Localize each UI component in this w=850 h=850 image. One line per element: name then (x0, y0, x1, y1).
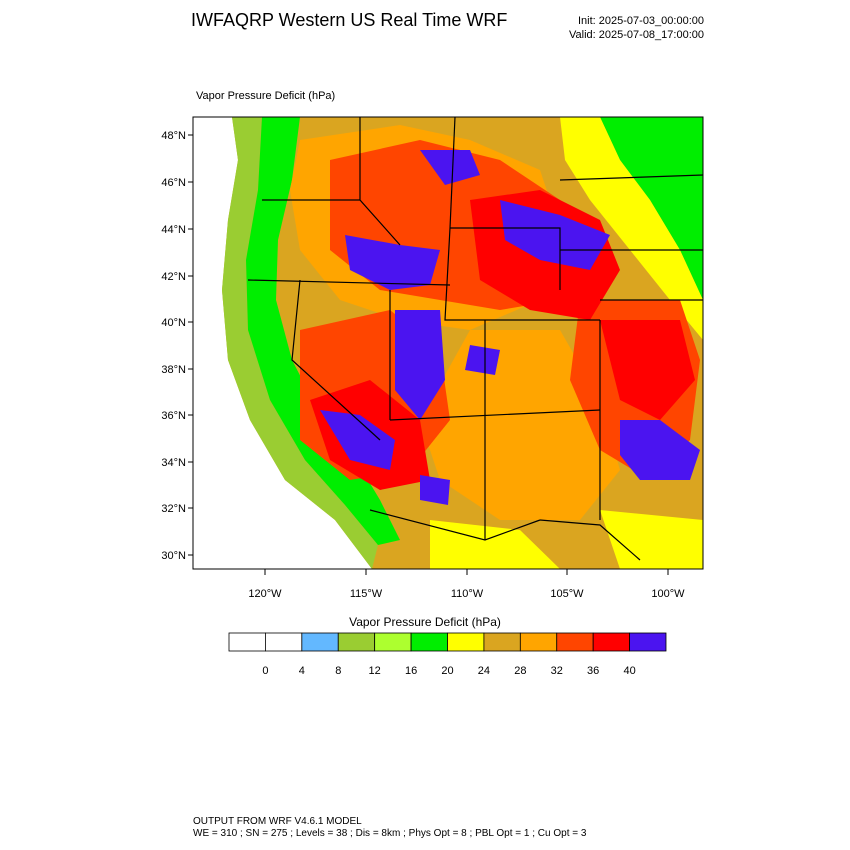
lat-tick-label: 44°N (161, 224, 186, 236)
vpd-region-moist (600, 117, 703, 300)
lat-tick-label: 46°N (161, 177, 186, 189)
vpd-region-severe (600, 320, 695, 420)
lon-tick-label: 120°W (248, 588, 282, 600)
lat-tick-label: 38°N (161, 364, 186, 376)
colorbar-label: 12 (369, 665, 381, 677)
page-title: IWFAQRP Western US Real Time WRF (191, 10, 508, 30)
vpd-region-moist (246, 117, 400, 545)
vpd-field (193, 117, 703, 569)
colorbar-label: 8 (335, 665, 341, 677)
lat-tick-label: 48°N (161, 130, 186, 142)
colorbar: 0 4 8 12 16 20 24 28 32 36 40 (228, 632, 667, 677)
state-line (369, 509, 541, 541)
lat-tick-label: 30°N (161, 550, 186, 562)
vpd-region-very_dry (420, 330, 620, 520)
state-line (539, 519, 641, 561)
vpd-region-dry (560, 117, 703, 340)
model-version: OUTPUT FROM WRF V4.6.1 MODEL (193, 816, 362, 827)
colorbar-label: 40 (623, 665, 635, 677)
vpd-region-max (320, 410, 395, 470)
state-boundaries (247, 117, 703, 561)
vpd-region-max (395, 310, 445, 420)
lat-tick-label: 34°N (161, 457, 186, 469)
colorbar-label: 4 (299, 665, 305, 677)
vpd-region-max (420, 150, 480, 185)
map-frame (192, 116, 704, 570)
lon-tick-label: 105°W (550, 588, 584, 600)
colorbar-swatch (483, 632, 521, 652)
colorbar-swatch (265, 632, 303, 652)
valid-time: Valid: 2025-07-08_17:00:00 (569, 29, 704, 41)
lon-tick-label: 110°W (451, 588, 484, 600)
lat-tick-label: 32°N (161, 503, 186, 515)
state-line (359, 117, 401, 246)
colorbar-label: 16 (405, 665, 417, 677)
state-line (389, 409, 601, 421)
state-line (247, 279, 451, 286)
colorbar-swatch (629, 632, 667, 652)
colorbar-swatch (519, 632, 558, 652)
lat-tick-label: 42°N (161, 271, 186, 283)
colorbar-swatch (301, 632, 339, 652)
colorbar-swatch (410, 632, 448, 652)
colorbar-label: 24 (478, 665, 490, 677)
field-label: Vapor Pressure Deficit (hPa) (196, 90, 336, 102)
lat-tick-label: 36°N (161, 410, 186, 422)
vpd-region-max (500, 200, 610, 270)
state-line (450, 227, 561, 290)
state-line (444, 227, 600, 321)
colorbar-swatch (447, 632, 485, 652)
colorbar-swatch (337, 632, 376, 652)
state-line (559, 174, 703, 181)
lon-tick-label: 100°W (651, 588, 685, 600)
vpd-region-max (620, 420, 700, 480)
colorbar-label: 28 (514, 665, 526, 677)
state-line (291, 279, 381, 441)
forecast-times: Init: 2025-07-03_00:00:00 Valid: 2025-07… (540, 14, 704, 42)
colorbar-label: 0 (262, 665, 268, 677)
vpd-region-dry (600, 510, 703, 569)
state-line (449, 117, 456, 229)
vpd-region-dry (430, 520, 560, 569)
colorbar-swatch (592, 632, 630, 652)
model-settings: WE = 310 ; SN = 275 ; Levels = 38 ; Dis … (193, 828, 587, 839)
vpd-region-max (465, 345, 500, 375)
lon-tick-label: 115°W (350, 588, 383, 600)
colorbar-label: 20 (441, 665, 453, 677)
init-time: Init: 2025-07-03_00:00:00 (578, 15, 704, 27)
colorbar-label: 36 (587, 665, 599, 677)
vpd-region-max (420, 475, 450, 505)
vpd-region-max (345, 235, 440, 290)
longitude-axis: 120°W 115°W 110°W 105°W 100°W (248, 569, 685, 600)
model-info: OUTPUT FROM WRF V4.6.1 MODEL WE = 310 ; … (193, 816, 586, 840)
latitude-axis: 48°N 46°N 44°N 42°N 40°N 38°N 36°N 34°N 32°N 30°N (161, 130, 193, 562)
colorbar-swatch (228, 632, 266, 652)
colorbar-swatch (374, 632, 412, 652)
lat-tick-label: 40°N (161, 317, 186, 329)
colorbar-title: Vapor Pressure Deficit (hPa) (349, 615, 501, 629)
vpd-region-ocean (193, 117, 372, 569)
vpd-regions (193, 117, 703, 569)
colorbar-label: 32 (551, 665, 563, 677)
colorbar-swatch (556, 632, 594, 652)
vpd-region-wet_coast (222, 117, 378, 569)
